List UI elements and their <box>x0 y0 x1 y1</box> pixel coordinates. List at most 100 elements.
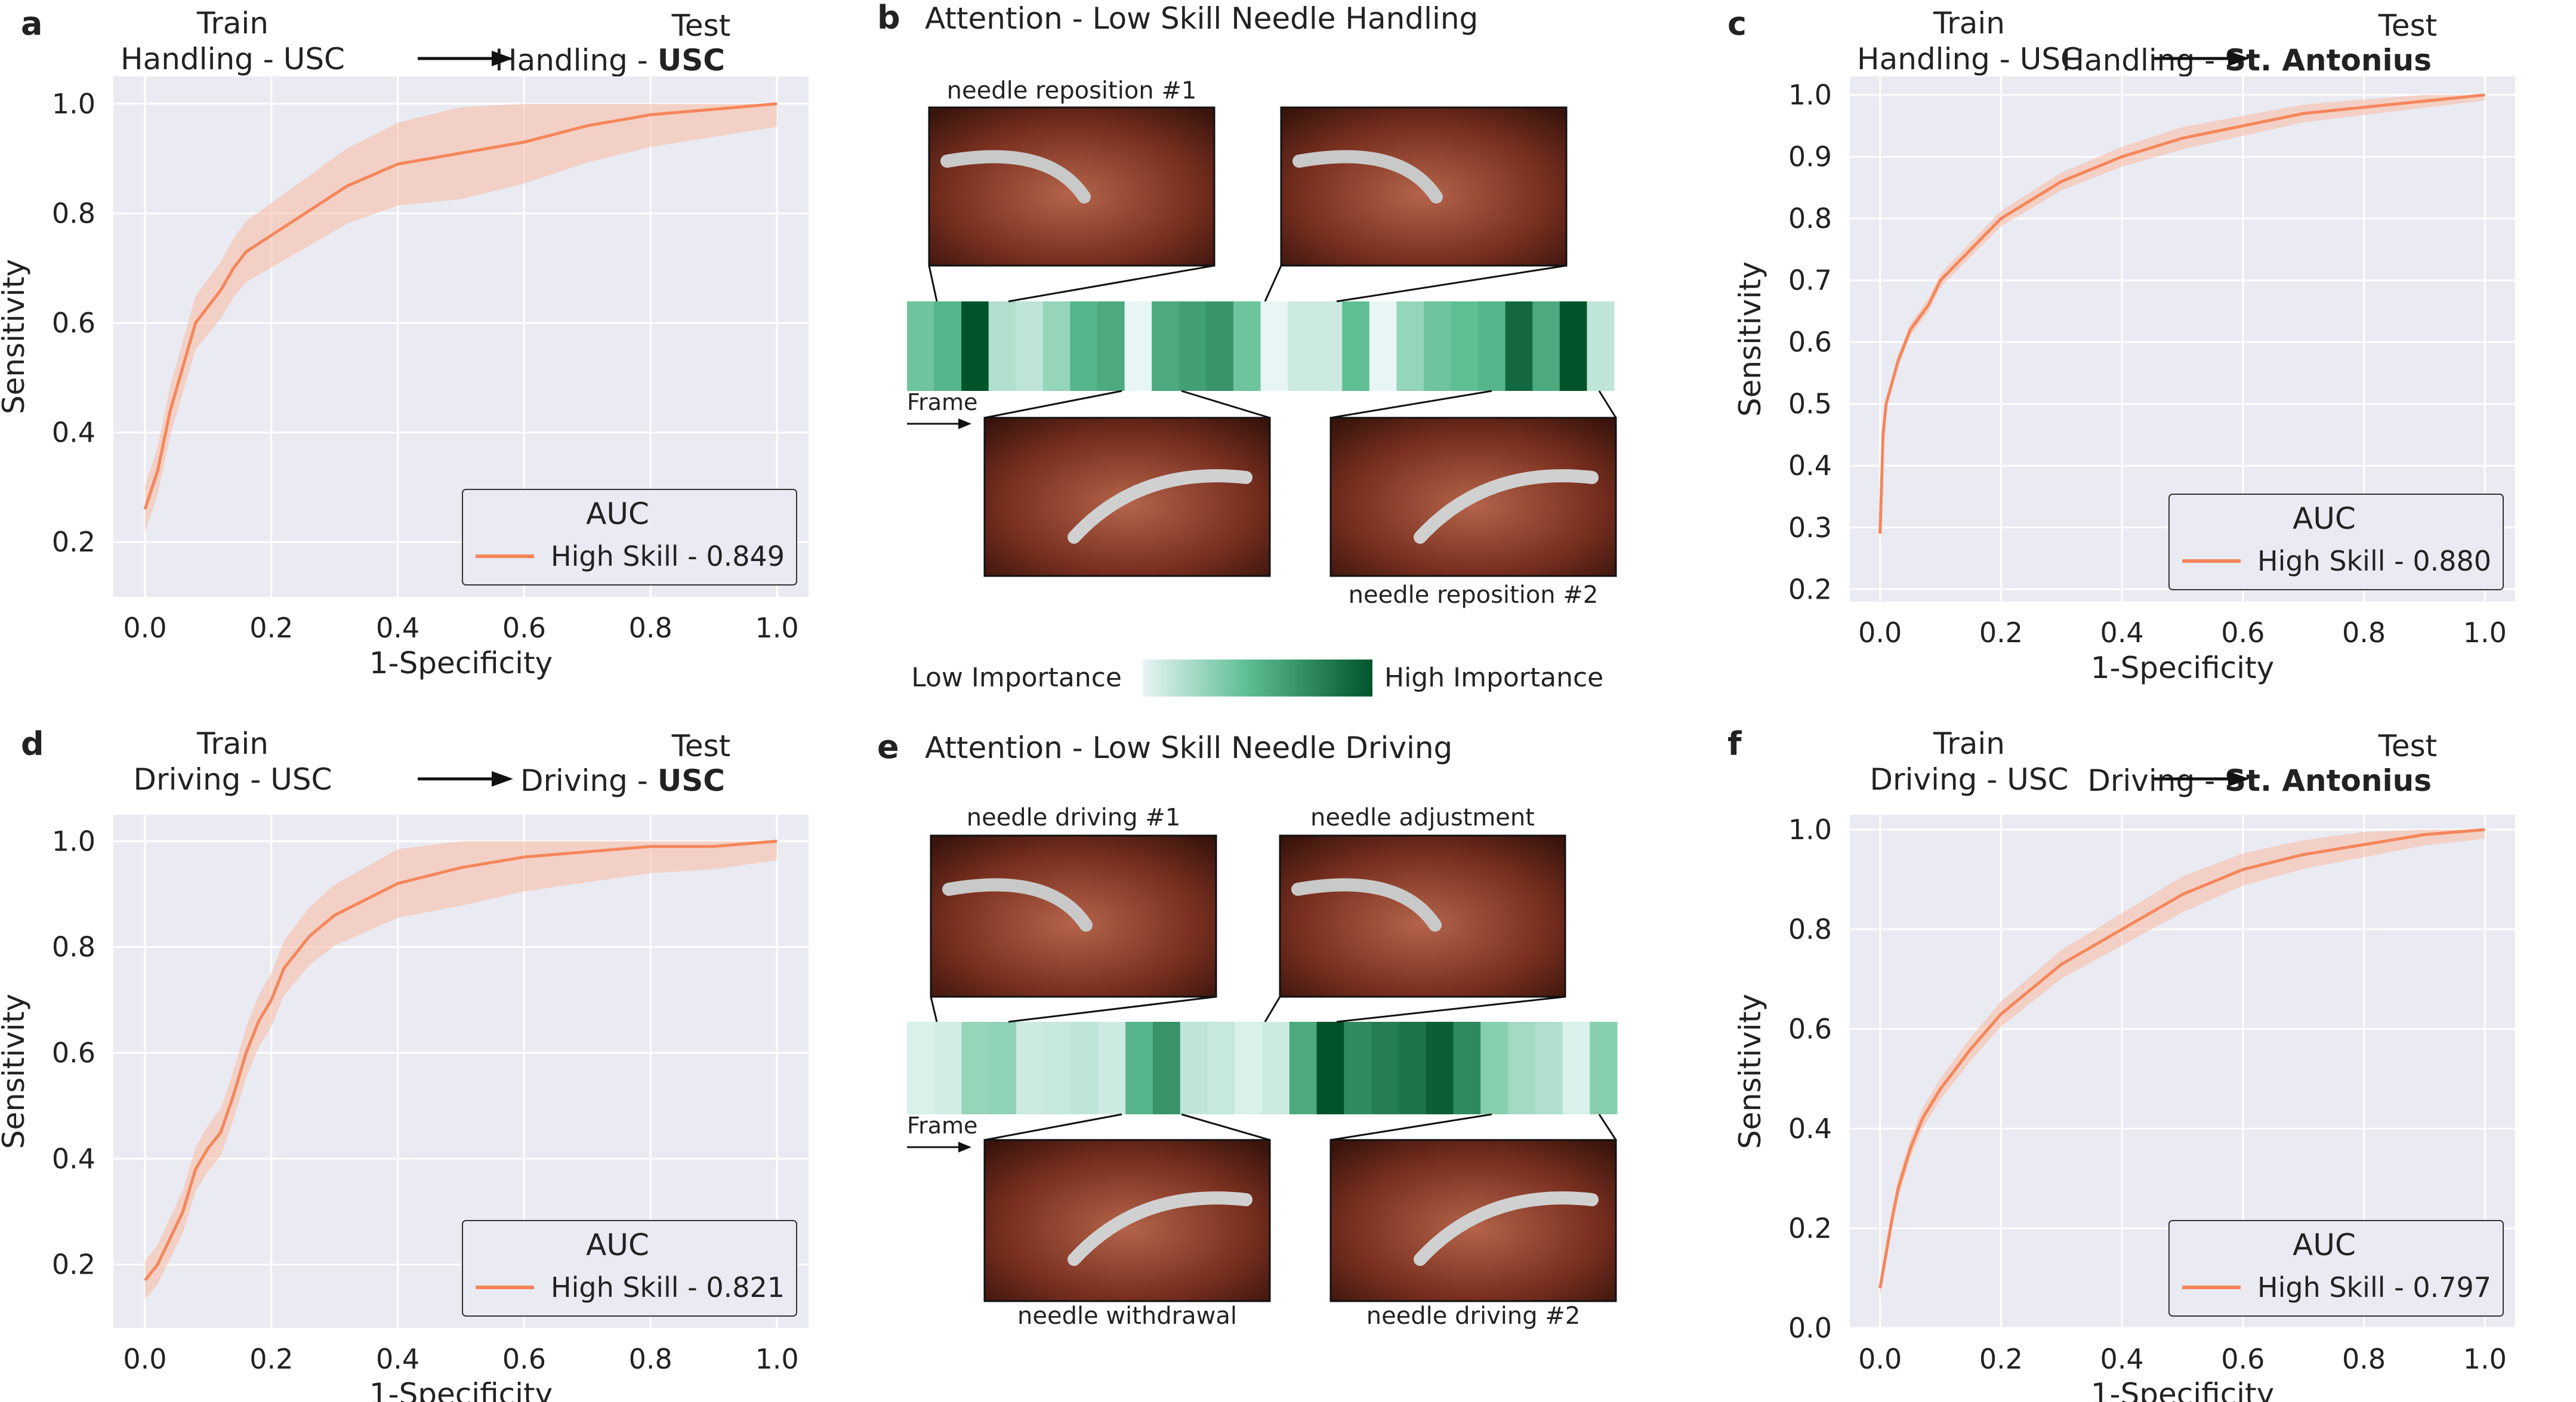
roc-line <box>143 102 778 510</box>
attention-title: Attention - Low Skill Needle Handling <box>925 1 1478 36</box>
panel-label: e <box>877 728 899 766</box>
attention-cell <box>1016 1022 1044 1114</box>
x-tick-label: 0.2 <box>1979 617 2023 649</box>
x-tick-label: 1.0 <box>755 612 798 644</box>
y-tick-label: 0.6 <box>1788 326 1832 358</box>
instrument-shape <box>940 150 1091 204</box>
x-tick-label: 0.6 <box>502 612 546 644</box>
frame-caption: needle withdrawal <box>1017 1302 1237 1330</box>
legend-title: AUC <box>2293 1228 2356 1262</box>
legend-title: AUC <box>586 1228 649 1262</box>
attention-cell <box>1532 301 1560 391</box>
x-tick-label: 0.8 <box>629 1343 672 1375</box>
attention-cell <box>1451 301 1479 391</box>
x-tick-label: 0.4 <box>2100 617 2144 649</box>
x-tick-label: 0.8 <box>2342 617 2386 649</box>
attention-title: Attention - Low Skill Needle Driving <box>925 731 1452 765</box>
attention-cell <box>1262 1022 1290 1114</box>
attention-cell <box>1535 1022 1563 1114</box>
test-title: Test <box>2378 8 2437 43</box>
frame-axis-label: Frame <box>907 1113 977 1139</box>
zoom-connector <box>1264 996 1281 1022</box>
x-tick-label: 0.2 <box>1979 1343 2023 1375</box>
y-axis-label: Sensitivity <box>0 259 31 414</box>
test-subtitle: Driving - USC <box>520 763 725 798</box>
instrument-shape <box>1414 469 1599 544</box>
y-tick-label: 0.4 <box>1788 1113 1832 1145</box>
train-subtitle: Handling - USC <box>121 42 345 76</box>
panel-label: f <box>1727 725 1742 763</box>
attention-cell <box>1396 301 1424 391</box>
train-title: Train <box>1933 726 2005 761</box>
zoom-connector <box>1181 390 1270 419</box>
surgical-frame-image <box>1329 1139 1617 1302</box>
x-tick-label: 0.6 <box>2221 617 2265 649</box>
attention-cell <box>1505 301 1533 391</box>
zoom-connector <box>984 1113 1122 1141</box>
y-tick-label: 0.8 <box>1788 913 1832 945</box>
attention-cell <box>988 301 1016 391</box>
frame-caption: needle reposition #2 <box>1349 581 1599 609</box>
y-tick-label: 1.0 <box>52 825 95 857</box>
y-tick-label: 0.5 <box>1788 388 1832 420</box>
legend-title: AUC <box>586 497 649 531</box>
panel-label: a <box>21 5 42 42</box>
legend-entry: High Skill - 0.849 <box>551 540 785 572</box>
y-tick-label: 0.8 <box>52 197 95 229</box>
instrument-shape <box>1068 1191 1252 1266</box>
instrument-shape <box>1414 1191 1599 1266</box>
attention-cell <box>1179 301 1207 391</box>
attention-cell <box>1152 1022 1181 1114</box>
test-subtitle: Handling - USC <box>495 43 725 78</box>
train-subtitle: Driving - USC <box>134 762 332 797</box>
train-subtitle: Handling - USC <box>1857 42 2081 76</box>
legend-entry: High Skill - 0.797 <box>2257 1271 2491 1304</box>
attention-cell <box>1070 301 1098 391</box>
roc-line <box>1878 93 2485 534</box>
attention-cell <box>1590 1022 1618 1114</box>
x-axis-label: 1-Specificity <box>2091 651 2275 685</box>
y-tick-label: 0.2 <box>52 1249 95 1281</box>
x-tick-label: 0.0 <box>1858 1343 1902 1375</box>
test-subtitle: Handling - St. Antonius <box>2062 43 2432 78</box>
x-tick-label: 0.8 <box>2342 1343 2386 1375</box>
attention-cell <box>1344 1022 1372 1114</box>
frame-caption: needle driving #2 <box>1366 1302 1581 1330</box>
y-tick-label: 1.0 <box>1788 814 1832 846</box>
zoom-connector <box>1336 996 1566 1023</box>
y-tick-label: 0.4 <box>1788 449 1832 482</box>
attention-cell <box>1478 301 1506 391</box>
x-axis-label: 1-Specificity <box>369 646 553 680</box>
y-tick-label: 0.8 <box>52 931 95 963</box>
flow-arrow-head <box>2228 771 2250 787</box>
y-tick-label: 0.8 <box>1788 202 1832 235</box>
x-tick-label: 0.0 <box>123 612 166 644</box>
y-tick-label: 0.4 <box>52 417 95 449</box>
instrument-shape <box>1068 469 1252 544</box>
y-tick-label: 0.2 <box>1788 573 1832 605</box>
attention-cell <box>1207 1022 1235 1114</box>
x-tick-label: 0.4 <box>376 612 419 644</box>
attention-cell <box>907 301 935 391</box>
attention-cell <box>989 1022 1017 1114</box>
legend-box <box>462 1220 797 1317</box>
x-tick-label: 1.0 <box>2463 1343 2507 1375</box>
x-axis-label: 1-Specificity <box>2091 1377 2275 1402</box>
test-title: Test <box>671 729 730 763</box>
attention-cell <box>1235 1022 1263 1114</box>
frame-arrow-head <box>958 418 971 429</box>
attention-cell <box>961 301 989 391</box>
panel-label: b <box>877 0 900 36</box>
instrument-shape <box>942 878 1093 932</box>
y-tick-label: 0.2 <box>52 526 95 558</box>
zoom-connector <box>1008 264 1215 303</box>
zoom-connector <box>1008 996 1217 1023</box>
frame-axis-label: Frame <box>907 389 977 415</box>
attention-cell <box>1559 301 1587 391</box>
legend-entry: High Skill - 0.880 <box>2257 545 2491 577</box>
x-tick-label: 1.0 <box>2463 617 2507 649</box>
x-axis-label: 1-Specificity <box>369 1377 553 1402</box>
legend-box <box>462 489 797 586</box>
attention-cell <box>961 1022 989 1114</box>
x-tick-label: 0.4 <box>376 1343 419 1375</box>
